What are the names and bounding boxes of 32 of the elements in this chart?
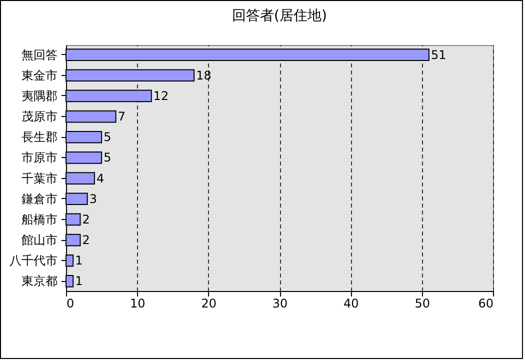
data-label: 2 bbox=[82, 212, 90, 226]
data-label: 1 bbox=[75, 274, 83, 288]
data-label: 3 bbox=[89, 192, 97, 206]
y-tick-label: 茂原市 bbox=[22, 110, 58, 124]
data-label: 18 bbox=[196, 68, 212, 82]
x-tick-label: 50 bbox=[414, 296, 430, 310]
y-tick-label: 市原市 bbox=[22, 150, 58, 165]
x-tick-label: 10 bbox=[130, 296, 146, 310]
data-label: 4 bbox=[96, 171, 104, 186]
y-tick-label: 千葉市 bbox=[22, 171, 58, 186]
data-label: 12 bbox=[153, 88, 169, 103]
x-tick-label: 20 bbox=[201, 296, 216, 310]
data-label: 7 bbox=[118, 110, 126, 124]
data-label: 2 bbox=[82, 233, 90, 248]
y-tick-label: 無回答 bbox=[22, 48, 58, 62]
y-tick-label: 東京都 bbox=[22, 274, 58, 288]
y-tick-label: 夷隅郡 bbox=[22, 88, 58, 103]
y-tick-label: 鎌倉市 bbox=[22, 192, 58, 206]
y-tick-label: 東金市 bbox=[22, 68, 58, 82]
data-label: 5 bbox=[104, 150, 112, 165]
x-tick-label: 0 bbox=[66, 296, 74, 310]
y-tick-label: 館山市 bbox=[22, 233, 58, 248]
x-tick-label: 40 bbox=[344, 296, 359, 310]
data-label: 1 bbox=[75, 254, 83, 268]
data-label: 5 bbox=[104, 130, 112, 144]
data-label: 51 bbox=[430, 48, 446, 62]
y-tick-label: 八千代市 bbox=[10, 254, 58, 268]
x-tick-label: 60 bbox=[478, 296, 494, 310]
y-tick-label: 長生郡 bbox=[22, 130, 58, 144]
chart-title: 回答者(居住地) bbox=[232, 8, 327, 24]
x-tick-label: 30 bbox=[272, 296, 288, 310]
y-tick-label: 船橋市 bbox=[22, 212, 58, 226]
